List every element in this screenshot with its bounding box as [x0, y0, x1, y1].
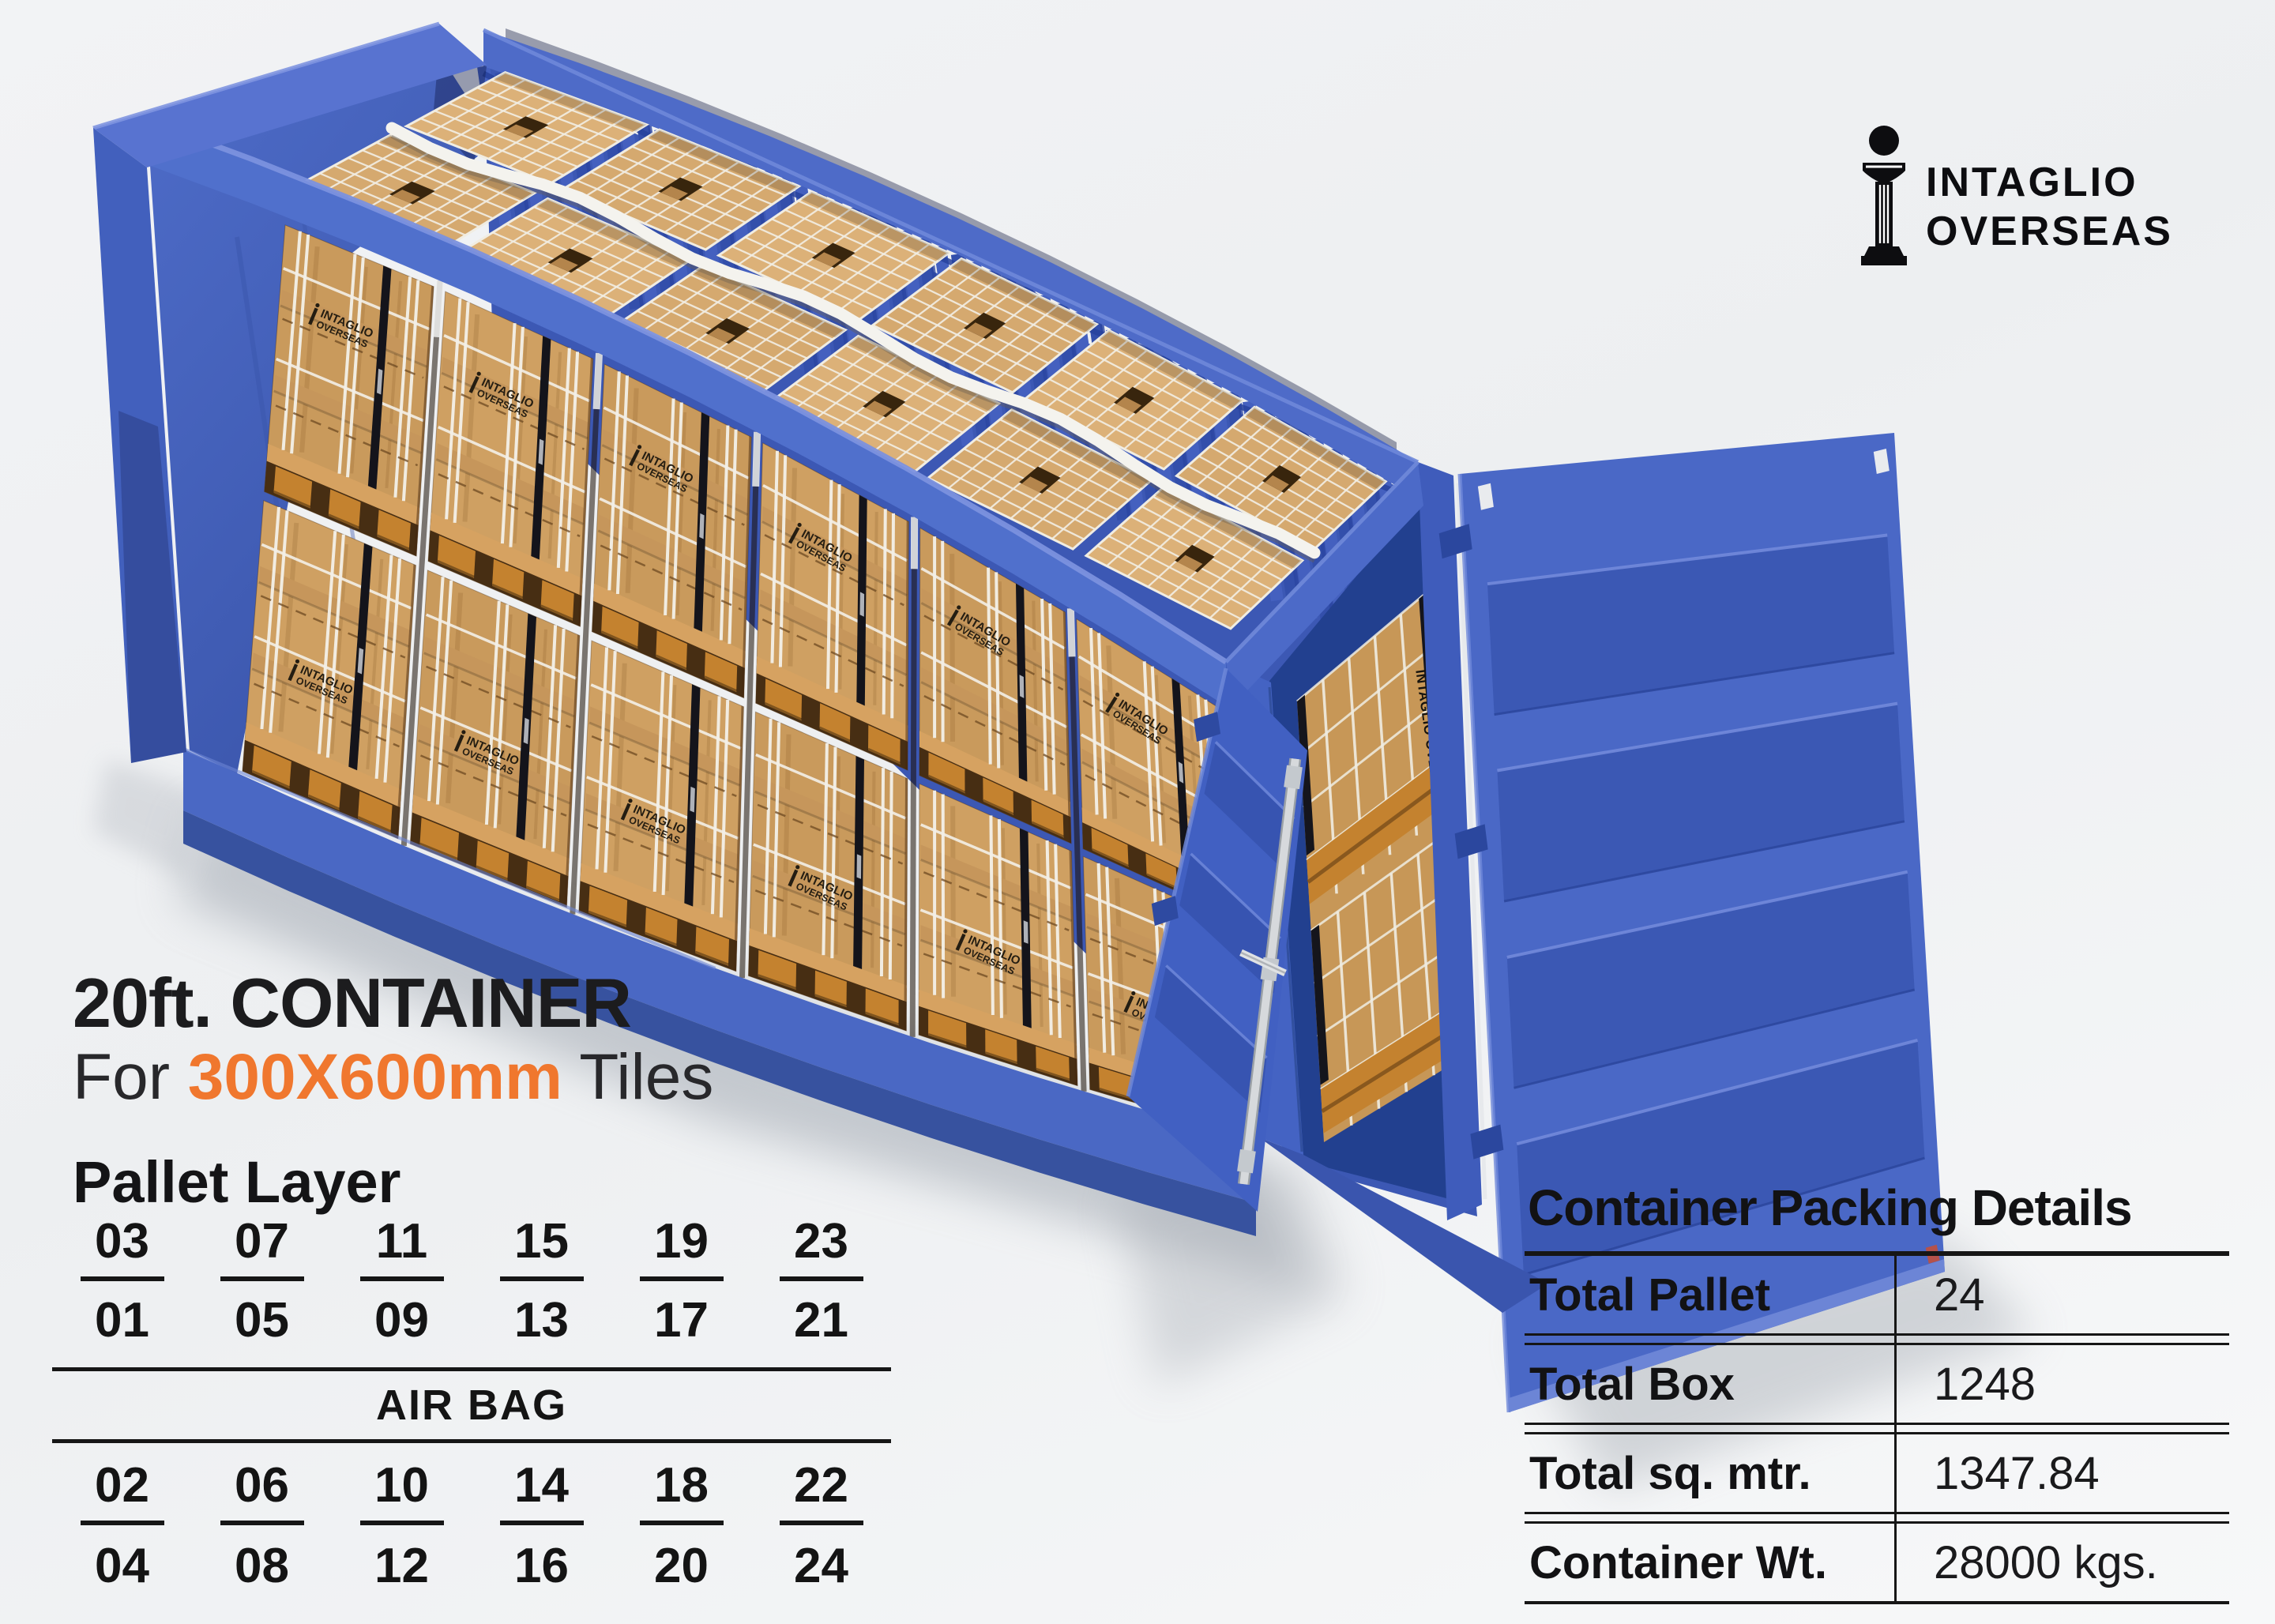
pallet-cell: 23	[751, 1213, 891, 1281]
pallet-row-upper-top: 03 07 11 15 19 23	[52, 1213, 891, 1281]
separator-line	[52, 1367, 891, 1371]
pallet-cell: 17	[654, 1293, 709, 1348]
row-value: 1347.84	[1934, 1447, 2100, 1499]
pallet-cell: 07	[192, 1213, 332, 1281]
pallet-cell: 09	[374, 1293, 429, 1348]
logo-line2: OVERSEAS	[1926, 209, 2173, 254]
separator-line	[1525, 1251, 2229, 1256]
row-label: Total Pallet	[1529, 1269, 1771, 1321]
pallet-cell: 22	[751, 1457, 891, 1525]
pallet-cell: 18	[611, 1457, 751, 1525]
pallet-top	[449, 197, 694, 325]
separator-line	[1525, 1601, 2229, 1604]
row-value: 24	[1934, 1269, 1985, 1321]
pallet-cell: 16	[514, 1539, 569, 1593]
pallet-cell: 10	[332, 1457, 472, 1525]
pallet-cell: 04	[95, 1539, 149, 1593]
air-bag-label: AIR BAG	[376, 1382, 567, 1429]
pallet-cell: 15	[472, 1213, 611, 1281]
column-divider-line	[1894, 1256, 1897, 1604]
brand-logo: INTAGLIO OVERSEAS	[1858, 125, 2173, 269]
separator-line	[1525, 1333, 2229, 1345]
column-i-icon	[1861, 126, 1907, 265]
pallet-cell: 03	[52, 1213, 192, 1281]
pallet-top-faces	[288, 70, 1388, 630]
pallet-cell: 12	[374, 1539, 429, 1593]
pallet-top	[870, 257, 1100, 394]
doorway-interior: INTAGLIO OVERSEAS	[1269, 462, 1487, 1220]
pallet-cell: 08	[235, 1539, 289, 1593]
pallet-row-lower-bottom: 04 08 12 16 20 24	[52, 1538, 891, 1594]
pallet-row-lower-top: 02 06 10 14 18 22	[52, 1457, 891, 1525]
pallet-top	[926, 408, 1154, 551]
table-row: Total sq. mtr. 1347.84	[1525, 1434, 2229, 1512]
row-label: Total sq. mtr.	[1529, 1447, 1811, 1499]
pallet-top	[1174, 405, 1388, 551]
separator-line	[1525, 1423, 2229, 1434]
separator-line	[1525, 1512, 2229, 1524]
row-value: 1248	[1934, 1358, 2036, 1410]
pallet-top	[607, 264, 848, 398]
pallet-cell: 19	[611, 1213, 751, 1281]
pallet-top	[1023, 329, 1245, 471]
pallet-cell: 06	[192, 1457, 332, 1525]
row-label: Total Box	[1529, 1358, 1735, 1410]
separator-line	[52, 1439, 891, 1443]
pallet-cell: 05	[235, 1293, 289, 1348]
packing-details-title: Container Packing Details	[1528, 1179, 2133, 1236]
pallet-top	[560, 128, 802, 251]
pallet-cell: 11	[332, 1213, 472, 1281]
page-subtitle: For 300X600mm Tiles	[73, 1043, 713, 1112]
pallet-row-upper-bottom: 01 05 09 13 17 21	[52, 1292, 891, 1348]
pallet-front-faces: INTAGLIOOVERSEASINTAGLIOOVERSEASINTAGLIO…	[242, 224, 1250, 1137]
partially-open-front-door	[1126, 667, 1307, 1212]
pallet-cell: 02	[52, 1457, 192, 1525]
pallet-cell: 14	[472, 1457, 611, 1525]
pallet-layer-table: 03 07 11 15 19 23 01 05 09 13 17 21 AIR …	[52, 1213, 891, 1594]
table-row: Total Box 1248	[1525, 1345, 2229, 1423]
pallet-cell: 13	[514, 1293, 569, 1348]
pallet-cell: 21	[794, 1293, 848, 1348]
pallet-top	[716, 190, 952, 321]
table-row: Total Pallet 24	[1525, 1256, 2229, 1333]
subtitle-suffix: Tiles	[562, 1041, 714, 1113]
title-block: 20ft. CONTAINER For 300X600mm Tiles Pall…	[73, 967, 713, 1216]
page-title: 20ft. CONTAINER	[73, 964, 632, 1042]
pallet-cell: 24	[794, 1539, 848, 1593]
pallet-cell: 20	[654, 1539, 709, 1593]
table-row: Container Wt. 28000 kgs.	[1525, 1524, 2229, 1601]
pallet-top	[288, 133, 538, 254]
subtitle-size-highlight: 300X600mm	[187, 1041, 562, 1113]
pallet-top	[1084, 485, 1305, 630]
subtitle-prefix: For	[73, 1041, 188, 1113]
logo-line1: INTAGLIO	[1926, 160, 2138, 205]
row-label: Container Wt.	[1529, 1536, 1827, 1588]
pallet-cell: 01	[95, 1293, 149, 1348]
container-packing-details-table: Container Packing Details Total Pallet 2…	[1525, 1179, 2229, 1604]
pallet-top	[403, 70, 650, 186]
pallet-layer-heading: Pallet Layer	[73, 1149, 401, 1215]
row-value: 28000 kgs.	[1934, 1536, 2158, 1588]
open-right-door	[1438, 433, 1945, 1413]
